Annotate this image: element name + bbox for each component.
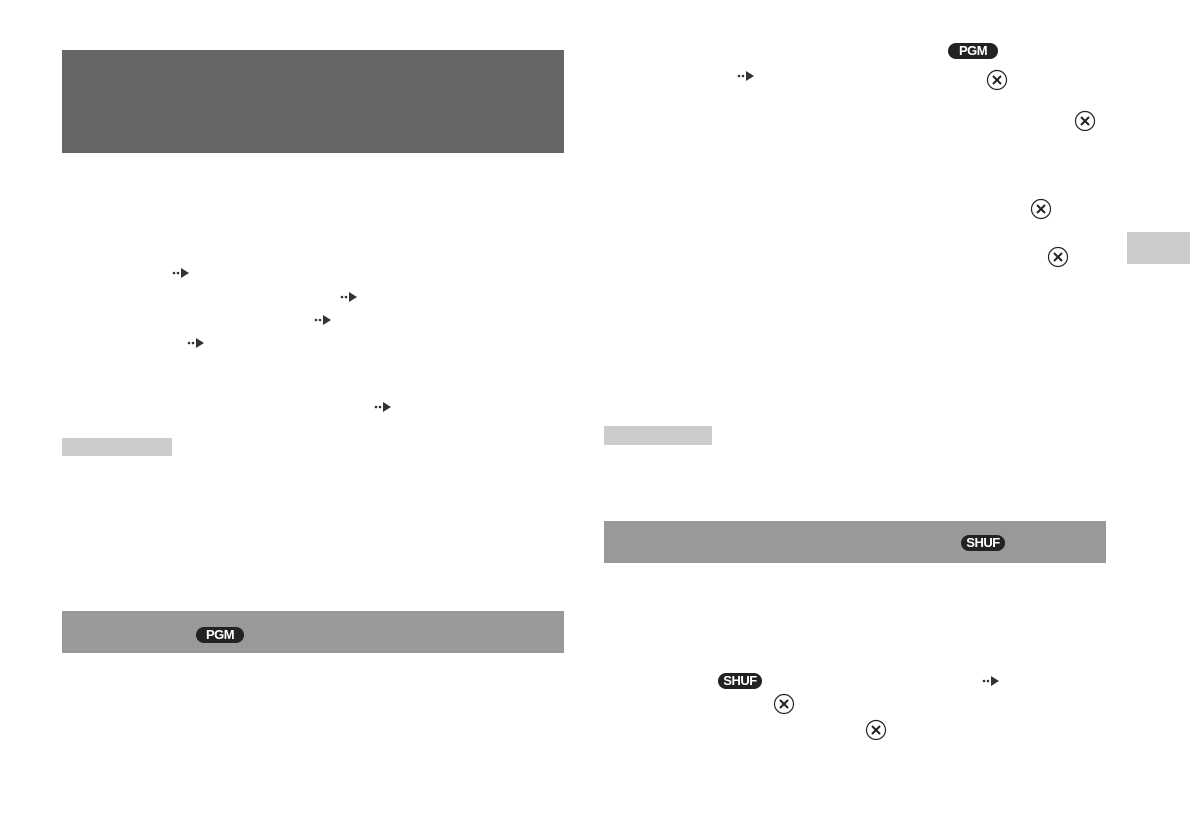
shuf-badge: SHUF <box>718 673 762 689</box>
cross-button-icon <box>773 693 795 715</box>
side-tab <box>1127 232 1190 264</box>
reference-arrow-icon <box>187 336 207 348</box>
cross-button-icon <box>1030 198 1052 220</box>
cross-button-icon <box>1047 246 1069 268</box>
pgm-badge: PGM <box>196 627 244 643</box>
reference-arrow-icon <box>982 674 1002 686</box>
note-label <box>604 426 712 445</box>
reference-arrow-icon <box>737 69 757 81</box>
page-title-bar <box>62 50 564 153</box>
cross-button-icon <box>1074 110 1096 132</box>
pgm-badge: PGM <box>948 43 998 59</box>
reference-arrow-icon <box>340 290 360 302</box>
reference-arrow-icon <box>314 313 334 325</box>
cross-button-icon <box>986 69 1008 91</box>
note-label <box>62 438 172 456</box>
reference-arrow-icon <box>374 400 394 412</box>
shuf-badge: SHUF <box>961 535 1005 551</box>
reference-arrow-icon <box>172 266 192 278</box>
section-header-program <box>62 611 564 653</box>
cross-button-icon <box>865 719 887 741</box>
section-header-shuffle <box>604 521 1106 563</box>
